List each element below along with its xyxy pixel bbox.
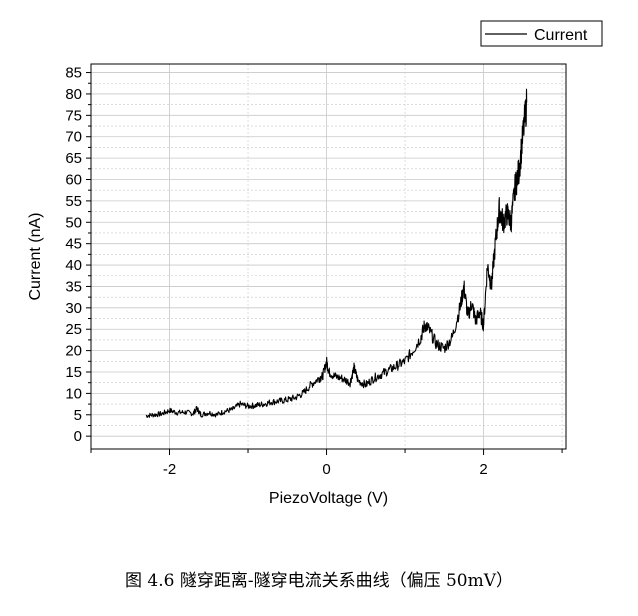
y-tick-label: 75: [65, 107, 82, 124]
figure-caption: 图 4.6 隧穿距离-隧穿电流关系曲线（偏压 50mV）: [124, 571, 514, 591]
y-axis: 0 5 10 15 20 25 30 35 40 45 50 55 60 65 70 75 80 85: [65, 65, 91, 445]
x-axis: -2 0 2: [90, 449, 563, 478]
y-tick-label: 45: [65, 236, 82, 253]
y-tick-label: 55: [65, 193, 82, 210]
y-tick-label: 25: [65, 321, 82, 338]
y-tick-label: 10: [65, 385, 82, 402]
x-tick-label: -2: [163, 461, 176, 478]
y-tick-label: 65: [65, 150, 82, 167]
y-tick-label: 60: [65, 172, 82, 189]
y-tick-label: 80: [65, 86, 82, 103]
x-tick-label: 2: [479, 461, 487, 478]
series-line-current: [145, 88, 528, 419]
y-tick-label: 20: [65, 343, 82, 360]
y-tick-label: 0: [74, 428, 82, 445]
plot-frame: [90, 63, 567, 450]
gridlines: [90, 64, 566, 449]
y-tick-label: 35: [65, 278, 82, 295]
y-tick-label: 85: [65, 65, 82, 82]
y-tick-label: 30: [65, 300, 82, 317]
y-axis-label: Current (nA): [27, 212, 44, 300]
y-tick-label: 40: [65, 257, 82, 274]
y-tick-label: 15: [65, 364, 82, 381]
legend: Current: [480, 20, 603, 47]
y-tick-label: 5: [74, 407, 82, 424]
x-axis-label: PiezoVoltage (V): [269, 490, 388, 507]
x-tick-label: 0: [322, 461, 330, 478]
y-tick-label: 50: [65, 214, 82, 231]
legend-label: Current: [534, 27, 588, 44]
y-tick-label: 70: [65, 129, 82, 146]
series-layer: [145, 88, 528, 419]
